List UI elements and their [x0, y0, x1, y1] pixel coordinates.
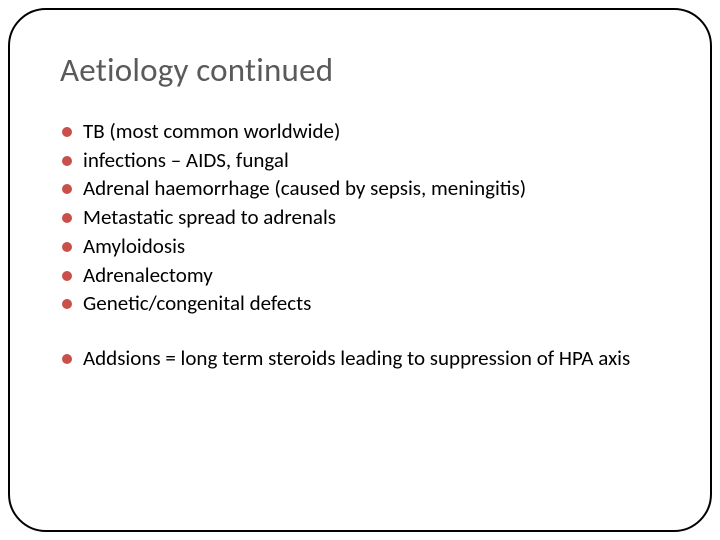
bullet-icon	[62, 213, 72, 223]
list-item-text: Adrenal haemorrhage (caused by sepsis, m…	[83, 175, 660, 203]
list-item-text: Metastatic spread to adrenals	[83, 204, 660, 232]
list-item: Amyloidosis	[60, 233, 660, 261]
list-item-text: Adrenalectomy	[83, 262, 660, 290]
bullet-icon	[62, 299, 72, 309]
list-item: Metastatic spread to adrenals	[60, 204, 660, 232]
list-item-text: TB (most common worldwide)	[83, 118, 660, 146]
slide-title: Aetiology continued	[60, 50, 660, 90]
bullet-icon	[62, 242, 72, 252]
list-item: Addsions = long term steroids leading to…	[60, 345, 660, 373]
list-group-separator	[60, 319, 660, 345]
bullet-icon	[62, 156, 72, 166]
list-item-text: Addsions = long term steroids leading to…	[83, 345, 660, 373]
bullet-icon	[62, 127, 72, 137]
bullet-list-secondary: Addsions = long term steroids leading to…	[60, 345, 660, 373]
bullet-icon	[62, 354, 72, 364]
list-item-text: Genetic/congenital defects	[83, 290, 660, 318]
bullet-icon	[62, 271, 72, 281]
list-item-text: Amyloidosis	[83, 233, 660, 261]
bullet-list-primary: TB (most common worldwide) infections – …	[60, 118, 660, 318]
list-item: TB (most common worldwide)	[60, 118, 660, 146]
list-item: infections – AIDS, fungal	[60, 147, 660, 175]
list-item: Adrenal haemorrhage (caused by sepsis, m…	[60, 175, 660, 203]
list-item: Genetic/congenital defects	[60, 290, 660, 318]
slide-frame: Aetiology continued TB (most common worl…	[8, 8, 712, 532]
list-item: Adrenalectomy	[60, 262, 660, 290]
list-item-text: infections – AIDS, fungal	[83, 147, 660, 175]
bullet-icon	[62, 184, 72, 194]
